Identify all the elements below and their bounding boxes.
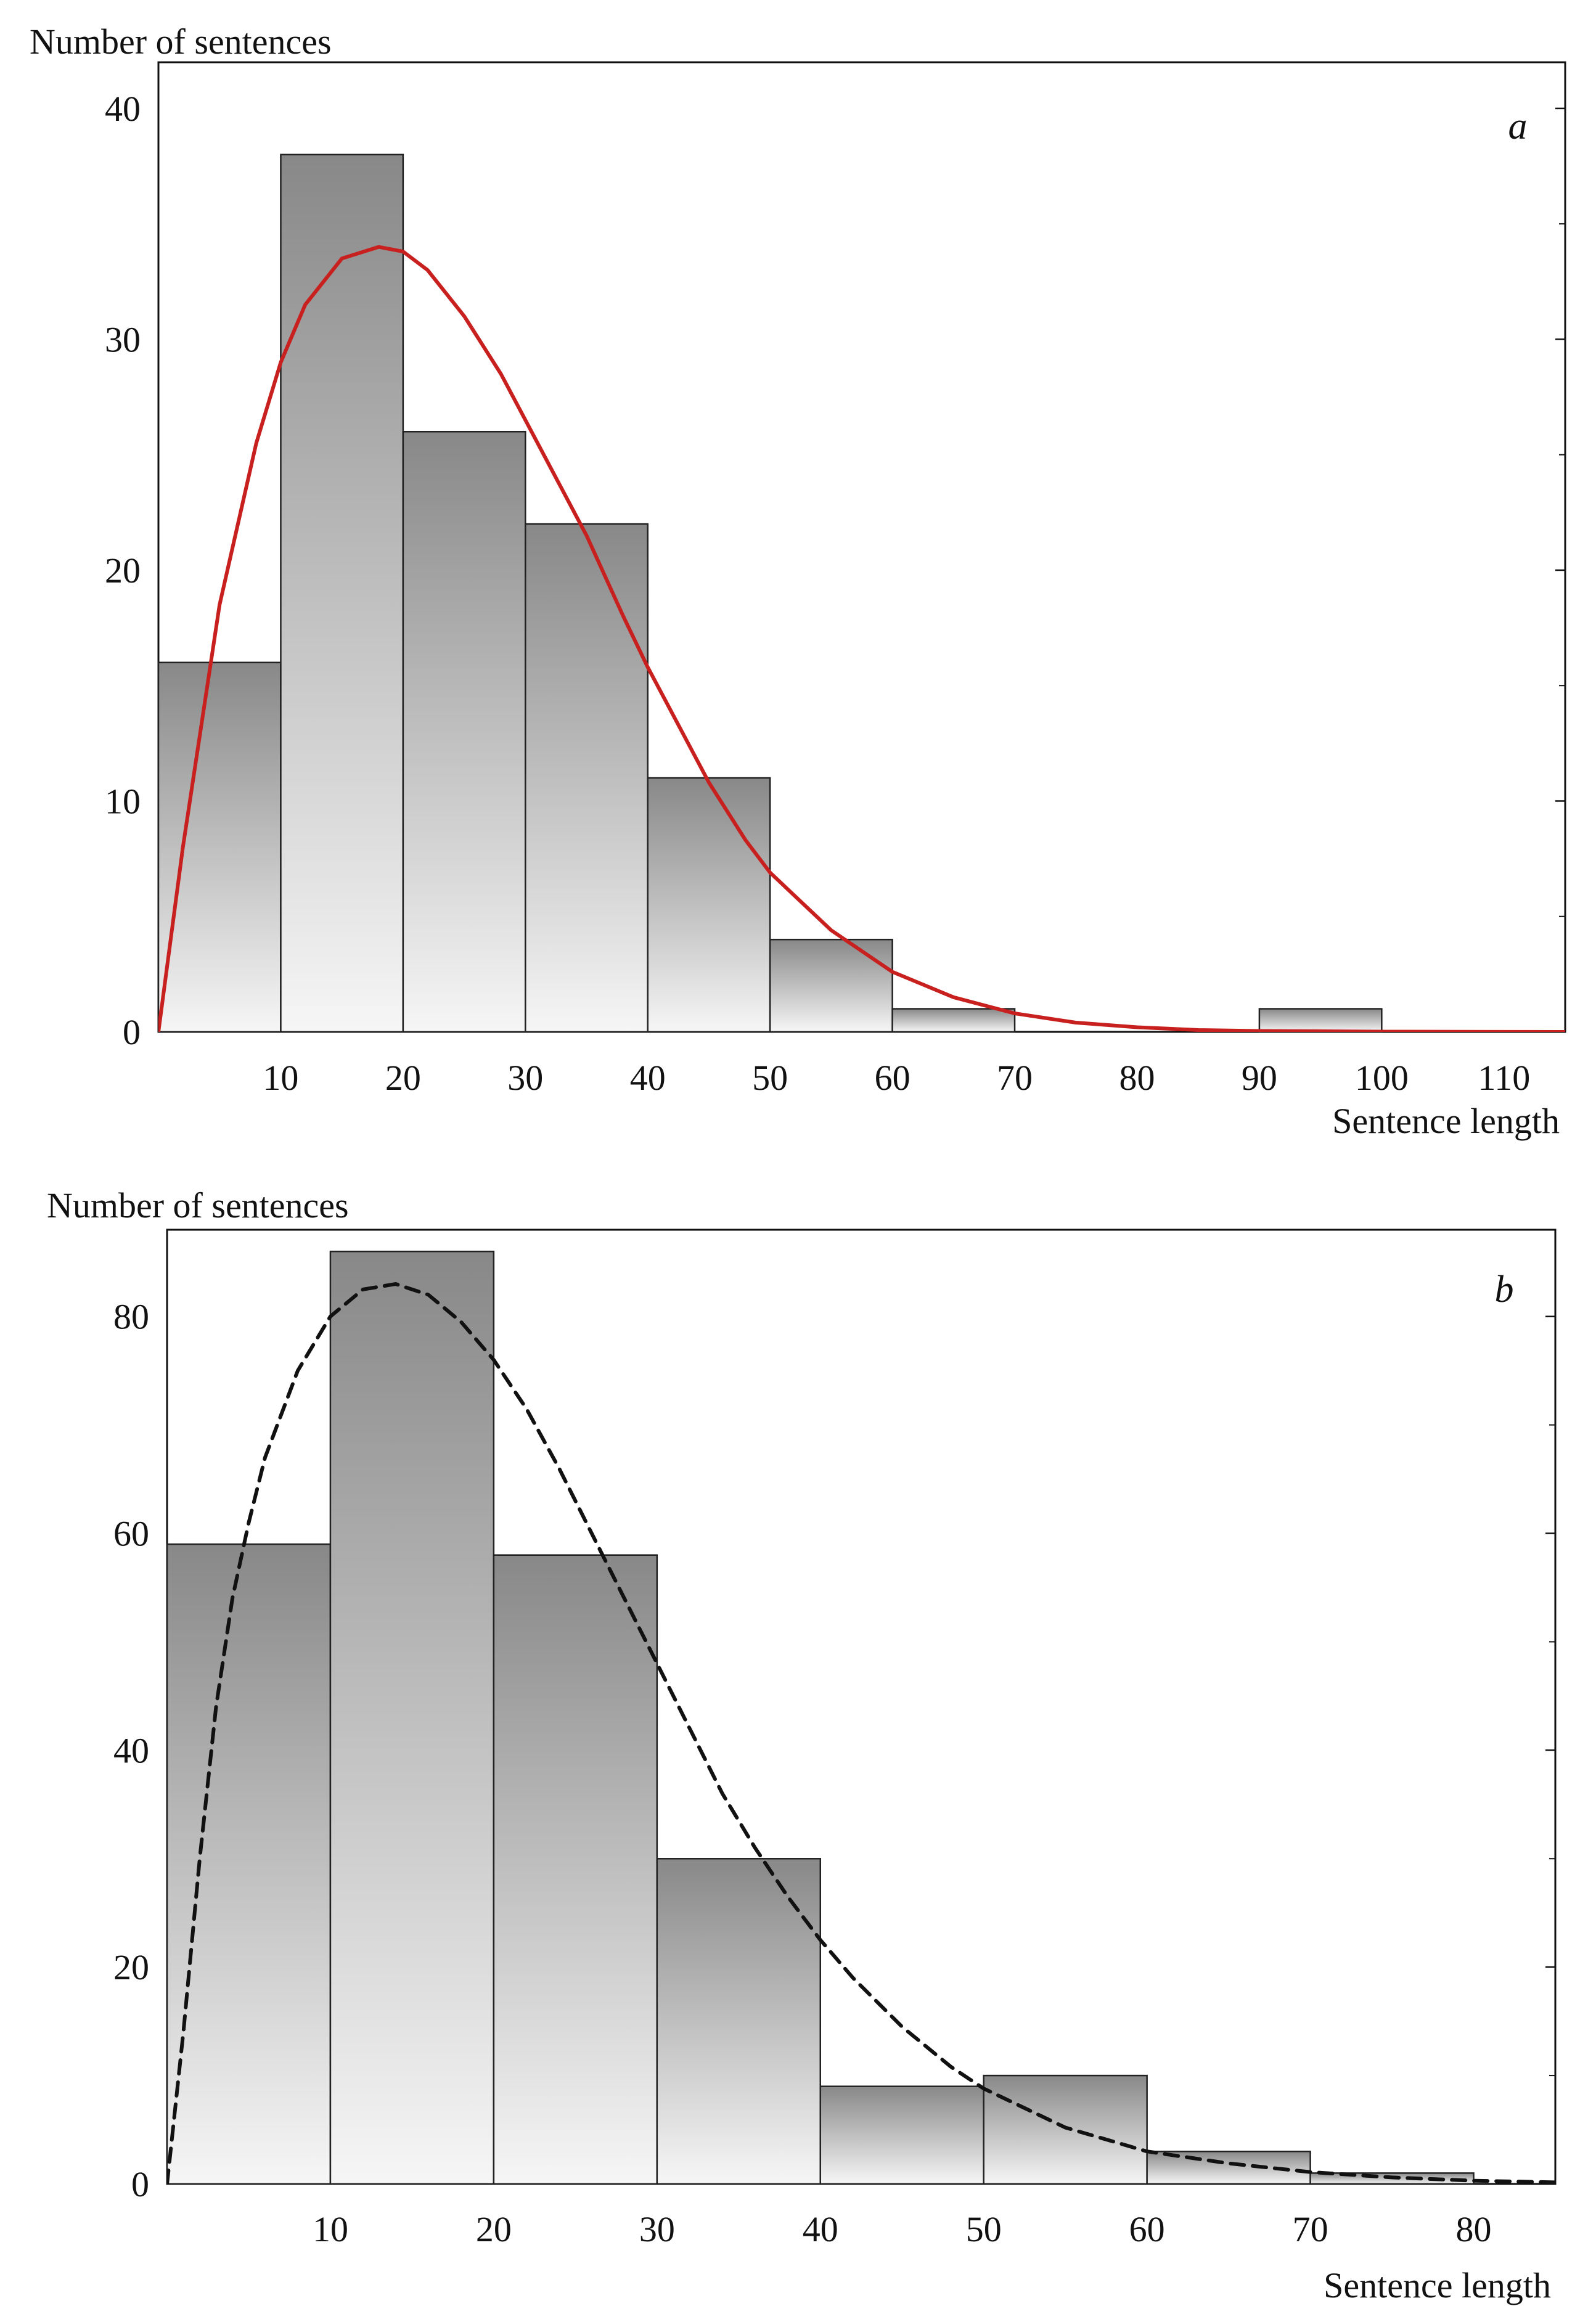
- bar-b-50-60: [983, 2074, 1148, 2185]
- bar-b-30-40: [656, 1858, 822, 2185]
- y-ticks-a: 0 10 20 30 40: [105, 89, 1565, 1052]
- bar-b-10-20: [329, 1250, 495, 2185]
- x-tick-label-b-70: 70: [1293, 2209, 1328, 2249]
- x-tick-label-a-50: 50: [752, 1058, 788, 1098]
- bar-a-20-30: [402, 430, 526, 1033]
- x-axis-title-b: Sentence length: [1324, 2265, 1551, 2305]
- x-tick-label-b-20: 20: [476, 2209, 512, 2249]
- x-tick-label-a-30: 30: [507, 1058, 543, 1098]
- x-tick-label-b-80: 80: [1456, 2209, 1492, 2249]
- x-axis-title-a: Sentence length: [1332, 1101, 1560, 1141]
- bar-b-40-50: [819, 2085, 984, 2185]
- bar-a-60-70: [891, 1008, 1016, 1033]
- y-tick-label-a-20: 20: [105, 550, 141, 591]
- chart-panel-a: 0 10 20 30 40 10 20 30 40 50 60 70 80 90 100 110 Numbe…: [30, 22, 1566, 1141]
- fit-curve-b: [167, 1282, 1555, 2184]
- chart-panel-b: 0 20 40 60 80 10 20 30 40 50 60 70 80 Number of sen…: [47, 1185, 1557, 2305]
- x-tick-label-a-60: 60: [875, 1058, 911, 1098]
- histogram-bars-b: [166, 1250, 1475, 2185]
- x-tick-label-a-90: 90: [1242, 1058, 1277, 1098]
- y-tick-label-a-10: 10: [105, 781, 141, 821]
- y-axis-title-a: Number of sentences: [30, 22, 332, 62]
- panel-label-a: a: [1508, 105, 1528, 147]
- bar-a-50-60: [769, 938, 893, 1033]
- x-ticks-a: 10 20 30 40 50 60 70 80 90 100 110: [263, 1058, 1530, 1098]
- y-tick-label-b-60: 60: [113, 1514, 149, 1554]
- bar-a-30-40: [525, 523, 649, 1033]
- x-tick-label-a-20: 20: [385, 1058, 421, 1098]
- x-ticks-b: 10 20 30 40 50 60 70 80: [313, 2209, 1492, 2249]
- x-tick-label-b-10: 10: [313, 2209, 348, 2249]
- fit-curve-group-b: [167, 1282, 1555, 2184]
- x-tick-label-a-70: 70: [997, 1058, 1033, 1098]
- fit-curve-group-a: [158, 245, 1565, 1032]
- y-tick-label-a-40: 40: [105, 89, 141, 129]
- bar-a-0-10: [157, 661, 282, 1033]
- x-tick-label-a-100: 100: [1355, 1058, 1409, 1098]
- bar-a-90-100: [1258, 1008, 1383, 1033]
- bar-b-0-10: [166, 1543, 332, 2185]
- x-tick-label-a-110: 110: [1478, 1058, 1530, 1098]
- y-tick-label-b-40: 40: [113, 1730, 149, 1770]
- x-tick-label-b-40: 40: [803, 2209, 838, 2249]
- y-tick-label-b-80: 80: [113, 1297, 149, 1337]
- x-tick-label-b-30: 30: [639, 2209, 675, 2249]
- y-ticks-b: 0 20 40 60 80: [113, 1297, 1555, 2204]
- x-tick-label-b-60: 60: [1129, 2209, 1165, 2249]
- x-tick-label-a-10: 10: [263, 1058, 298, 1098]
- y-tick-label-a-30: 30: [105, 319, 141, 359]
- bar-a-40-50: [647, 777, 771, 1033]
- y-tick-label-a-0: 0: [123, 1012, 141, 1052]
- fit-curve-a: [158, 245, 1565, 1032]
- y-tick-label-b-20: 20: [113, 1947, 149, 1987]
- panel-label-b: b: [1495, 1269, 1514, 1310]
- bar-a-10-20: [280, 153, 404, 1033]
- x-tick-label-a-80: 80: [1119, 1058, 1155, 1098]
- x-tick-label-b-50: 50: [966, 2209, 1002, 2249]
- y-axis-title-b: Number of sentences: [47, 1185, 349, 1225]
- y-tick-label-b-0: 0: [131, 2164, 149, 2204]
- x-tick-label-a-40: 40: [630, 1058, 666, 1098]
- bar-b-20-30: [493, 1554, 658, 2185]
- histogram-bars-a: [157, 153, 1383, 1033]
